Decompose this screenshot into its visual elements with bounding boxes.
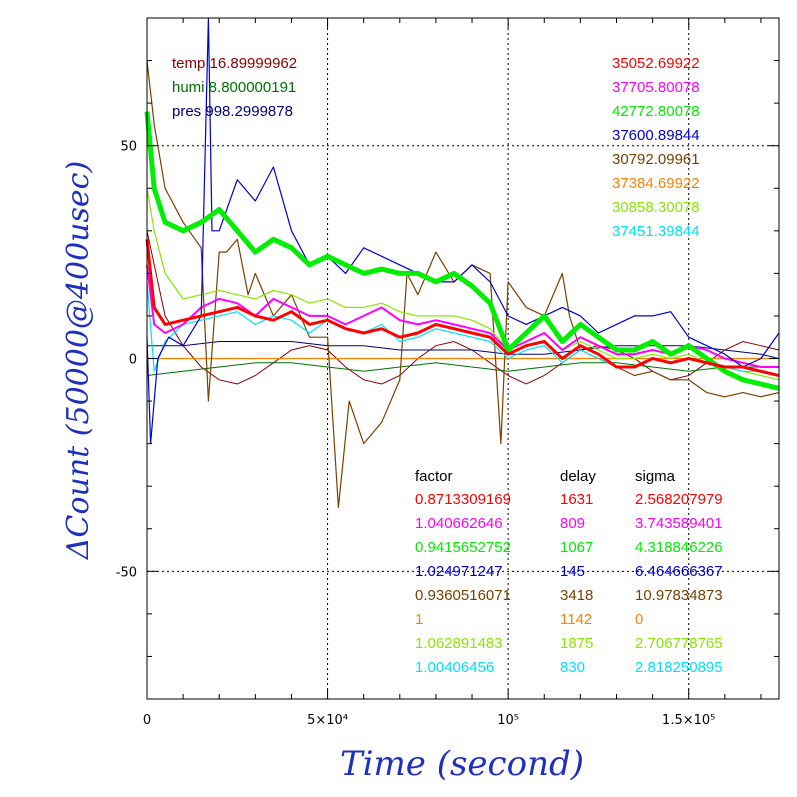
series-line: [144, 111, 780, 391]
environment-curve: [146, 362, 779, 376]
series-line: [146, 60, 780, 509]
table-cell: 0.8713309169: [415, 491, 511, 508]
count-label: 42772.80078: [612, 103, 700, 120]
table-cell: 809: [560, 515, 585, 532]
table-cell: 1.00406456: [415, 659, 494, 676]
table-header: delay: [560, 468, 596, 485]
y-tick-label: 0: [129, 353, 137, 368]
table-cell: 1631: [560, 491, 593, 508]
table-cell: 3418: [560, 587, 593, 604]
x-tick-label: 5×10⁴: [307, 713, 348, 728]
table-cell: 1142: [560, 611, 592, 628]
count-label: 35052.69922: [612, 55, 700, 72]
table-cell: 6.464666367: [635, 563, 723, 580]
x-tick-label: 10⁵: [497, 713, 519, 728]
table-cell: 1.040662646: [415, 515, 503, 532]
table-cell: 0.9415652752: [415, 539, 511, 556]
series-line: [145, 239, 780, 377]
table-header: sigma: [635, 468, 676, 485]
y-axis-title: ΔCount (50000@400usec): [61, 161, 96, 560]
table-cell: 0: [635, 611, 643, 628]
count-label: 30792.09961: [612, 151, 700, 168]
table-cell: 1.062891483: [415, 635, 503, 652]
tick-marks: [147, 18, 779, 699]
count-label: 37451.39844: [612, 223, 700, 240]
y-tick-label: -50: [116, 565, 137, 580]
environment-curve: [146, 230, 780, 385]
count-label: 37384.69922: [612, 175, 700, 192]
table-cell: 0.9360516071: [415, 587, 511, 604]
series-line: [146, 188, 780, 381]
table-cell: 1.024971247: [415, 563, 503, 580]
table-cell: 10.97834873: [635, 587, 723, 604]
environment-label: pres 998.2999878: [172, 103, 293, 120]
table-cell: 1: [415, 611, 423, 628]
table-cell: 2.818250895: [635, 659, 723, 676]
table-cell: 2.706778765: [635, 635, 723, 652]
x-tick-label: 0: [143, 713, 151, 728]
count-label: 37705.80078: [612, 79, 700, 96]
count-label: 30858.30078: [612, 199, 700, 216]
table-header: factor: [415, 468, 453, 485]
environment-label: temp 16.89999962: [172, 55, 297, 72]
y-tick-label: 50: [120, 140, 137, 155]
series-layer: [144, 17, 780, 509]
table-cell: 830: [560, 659, 585, 676]
annotations: temp 16.89999962 humi 8.800000191 pres 998…: [172, 55, 723, 676]
table-cell: 4.318846226: [635, 539, 723, 556]
table-cell: 2.568207979: [635, 491, 723, 508]
count-label: 37600.89844: [612, 127, 700, 144]
x-tick-label: 1.5×10⁵: [662, 713, 715, 728]
table-cell: 1875: [560, 635, 593, 652]
table-cell: 1067: [560, 539, 593, 556]
table-cell: 145: [560, 563, 585, 580]
environment-label: humi 8.800000191: [172, 79, 296, 96]
table-cell: 3.743589401: [635, 515, 723, 532]
x-axis-title: Time (second): [340, 744, 584, 784]
tick-labels: 0 5×10⁴ 10⁵ 1.5×10⁵ -50 0 50: [116, 140, 716, 728]
